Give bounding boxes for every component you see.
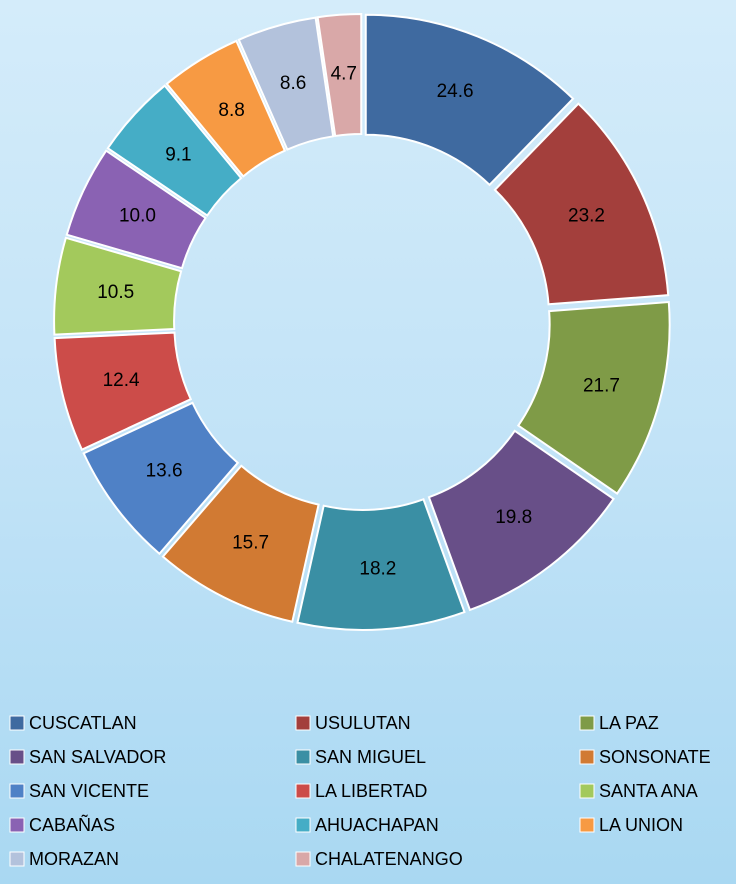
slice bbox=[106, 84, 243, 217]
data-label: 12.4 bbox=[103, 370, 140, 391]
legend-swatch bbox=[295, 749, 311, 765]
slice bbox=[296, 497, 466, 631]
legend-label: CHALATENANGO bbox=[315, 849, 463, 869]
legend-label: CUSCATLAN bbox=[29, 713, 137, 733]
legend-label: SONSONATE bbox=[599, 747, 711, 767]
legend-label: SAN MIGUEL bbox=[315, 747, 426, 767]
slice bbox=[516, 300, 671, 495]
legend-label: CABAÑAS bbox=[29, 814, 115, 835]
data-label: 23.2 bbox=[568, 206, 605, 227]
slice bbox=[493, 102, 670, 306]
legend-label: LA LIBERTAD bbox=[315, 781, 427, 801]
data-label: 18.2 bbox=[359, 559, 396, 580]
slice bbox=[316, 13, 363, 138]
data-label: 19.8 bbox=[495, 507, 532, 528]
legend-swatch bbox=[9, 851, 25, 867]
legend-swatch bbox=[295, 851, 311, 867]
data-label: 9.1 bbox=[165, 144, 191, 165]
legend-label: MORAZAN bbox=[29, 849, 119, 869]
legend-swatch bbox=[579, 817, 595, 833]
legend-label: USULUTAN bbox=[315, 713, 411, 733]
legend-label: LA PAZ bbox=[599, 713, 659, 733]
slice bbox=[237, 16, 335, 151]
data-label: 4.7 bbox=[331, 64, 357, 85]
legend-label: SAN VICENTE bbox=[29, 781, 149, 801]
legend-swatch bbox=[295, 783, 311, 799]
data-label: 8.8 bbox=[218, 100, 244, 121]
data-label: 8.6 bbox=[280, 73, 306, 94]
legend-label: SAN SALVADOR bbox=[29, 747, 166, 767]
slice bbox=[165, 39, 287, 178]
legend-label: AHUACHAPAN bbox=[315, 815, 439, 835]
legend-swatch bbox=[579, 783, 595, 799]
data-label: 10.0 bbox=[119, 206, 156, 227]
slice bbox=[364, 13, 575, 187]
legend-swatch bbox=[579, 749, 595, 765]
legend-swatch bbox=[9, 783, 25, 799]
slice bbox=[427, 429, 615, 612]
slice bbox=[82, 401, 240, 556]
data-label: 13.6 bbox=[146, 460, 183, 481]
legend-swatch bbox=[295, 817, 311, 833]
legend-swatch bbox=[9, 749, 25, 765]
data-label: 24.6 bbox=[437, 81, 474, 102]
slice bbox=[53, 331, 193, 451]
data-label: 21.7 bbox=[583, 376, 620, 397]
legend-swatch bbox=[579, 715, 595, 731]
data-label: 10.5 bbox=[97, 282, 134, 303]
slice bbox=[161, 464, 320, 623]
legend-label: SANTA ANA bbox=[599, 781, 698, 801]
legend-label: LA UNION bbox=[599, 815, 683, 835]
legend-swatch bbox=[295, 715, 311, 731]
legend-swatch bbox=[9, 715, 25, 731]
data-label: 15.7 bbox=[232, 533, 269, 554]
legend-swatch bbox=[9, 817, 25, 833]
slice bbox=[53, 236, 183, 336]
slice bbox=[65, 149, 207, 270]
